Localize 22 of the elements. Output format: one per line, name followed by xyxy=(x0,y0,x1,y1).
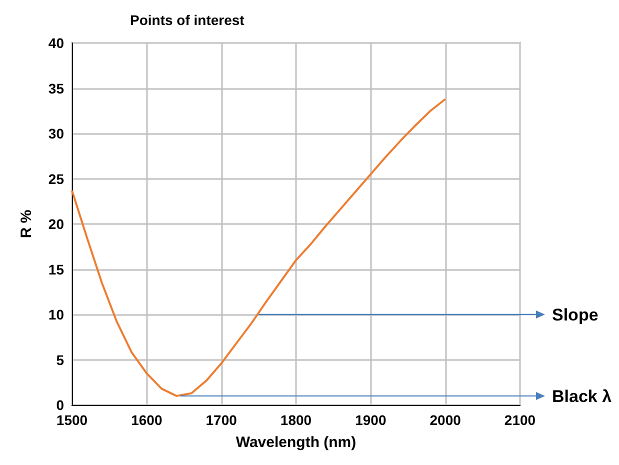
x-tick-label: 1600 xyxy=(131,412,162,428)
y-tick-label: 20 xyxy=(48,216,64,232)
y-tick-label: 40 xyxy=(48,35,64,51)
y-tick-label: 15 xyxy=(48,261,64,278)
annotation: Slope xyxy=(552,306,598,324)
y-tick-label: 35 xyxy=(48,80,64,96)
y-tick-label: 25 xyxy=(48,170,64,187)
x-tick-label: 1700 xyxy=(206,412,238,428)
x-tick-label: 2000 xyxy=(430,412,462,428)
y-axis-title: R % xyxy=(18,210,35,238)
x-tick-label: 2100 xyxy=(504,412,536,428)
y-tick-label: 0 xyxy=(56,397,64,413)
x-tick-label: 1500 xyxy=(56,412,88,428)
x-axis-title: Wavelength (nm) xyxy=(236,434,356,451)
x-tick-label: 1900 xyxy=(355,412,386,428)
y-tick-label: 5 xyxy=(56,352,64,368)
line-series xyxy=(71,98,446,397)
chart-title: Points of interest xyxy=(130,12,245,28)
annotation: Black λ xyxy=(552,386,612,406)
y-tick-label: 30 xyxy=(48,126,64,142)
x-tick-label: 1800 xyxy=(280,412,312,428)
y-tick-label: 10 xyxy=(48,306,64,322)
